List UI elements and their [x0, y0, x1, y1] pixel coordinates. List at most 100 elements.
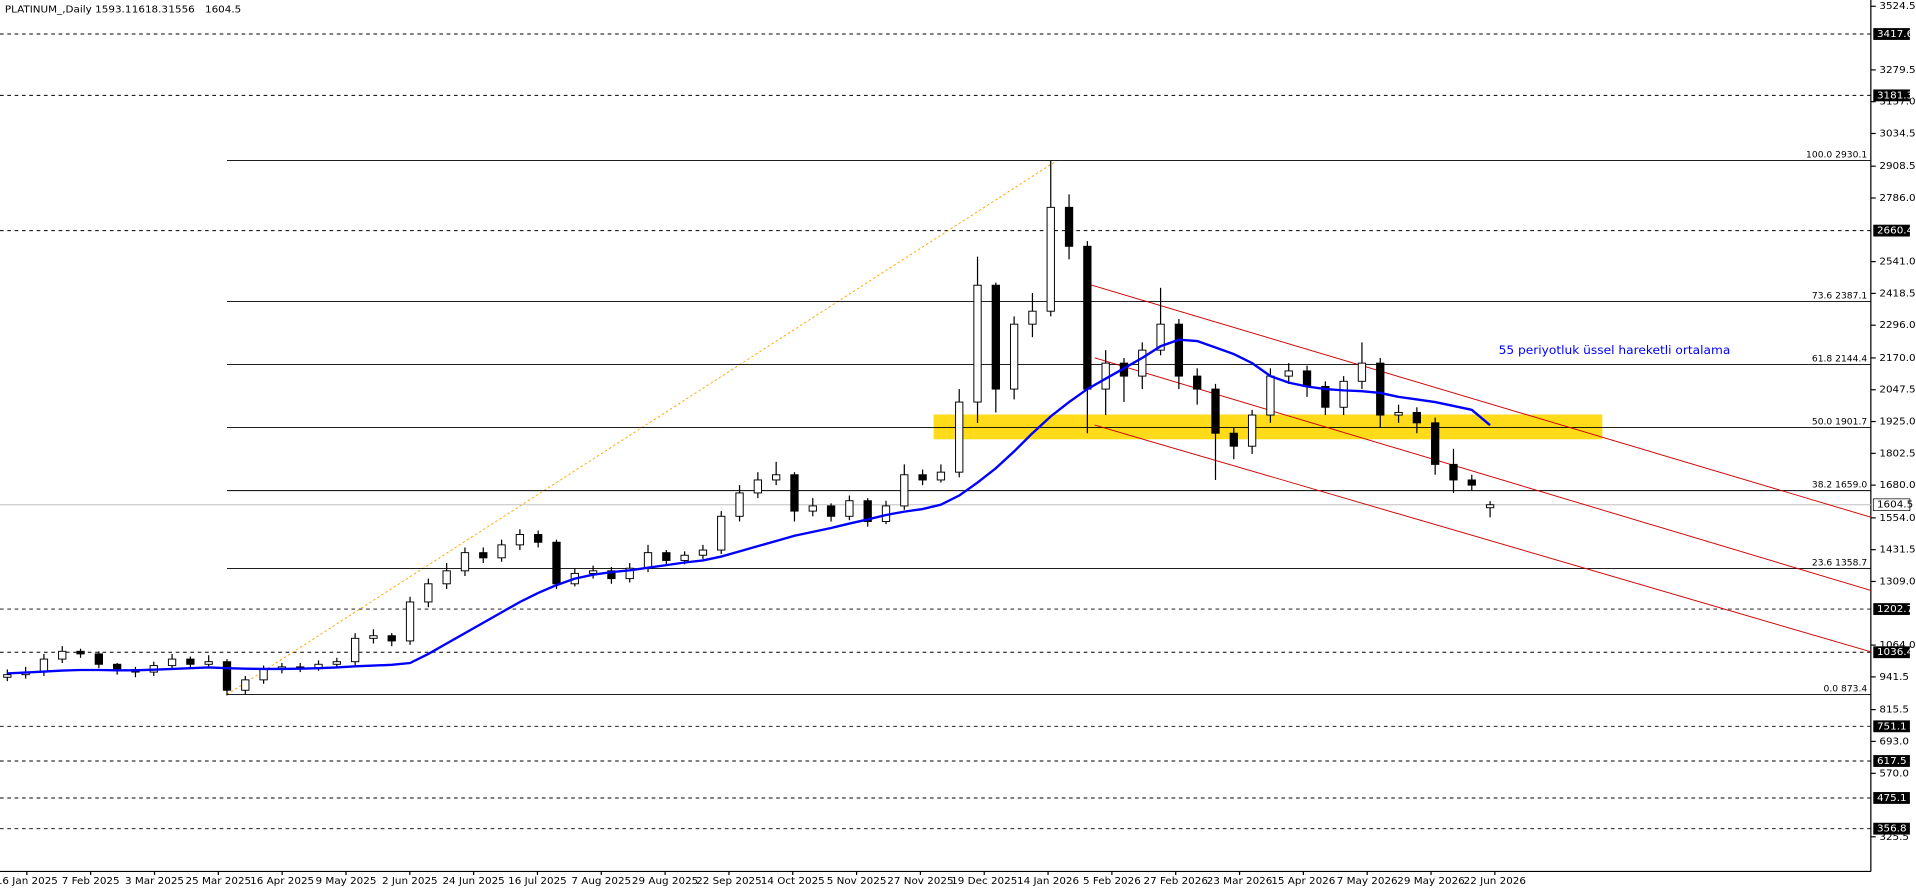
y-tick-label: 2047.5: [1879, 385, 1915, 396]
candle-body: [1028, 310, 1037, 325]
level-label: 1036.4: [1877, 647, 1913, 658]
x-tick-label: 5 Nov 2025: [827, 876, 887, 887]
y-tick-label: 3524.5: [1879, 1, 1915, 12]
x-tick-label: 22 Sep 2025: [696, 876, 762, 887]
y-tick-label: 941.5: [1879, 672, 1909, 683]
y-tick-label: 3279.5: [1879, 65, 1915, 76]
x-tick-label: 15 Apr 2026: [1271, 876, 1335, 887]
y-tick-label: 1802.5: [1879, 448, 1915, 459]
candle-body: [1376, 362, 1385, 416]
x-tick-label: 5 Feb 2026: [1083, 876, 1141, 887]
level-label: 475.1: [1877, 793, 1907, 804]
level-box: [1873, 89, 1910, 102]
candle-body: [167, 658, 177, 667]
x-tick-label: 24 Jun 2025: [442, 876, 504, 887]
candle-body: [936, 471, 946, 481]
y-tick-label: 3034.5: [1879, 129, 1915, 140]
x-tick-label: 14 Oct 2025: [761, 876, 825, 887]
y-tick-label: 1680.0: [1879, 480, 1915, 491]
chart-title: PLATINUM_,Daily: [5, 5, 92, 16]
candle-body: [1284, 370, 1293, 377]
candle-body: [662, 552, 671, 561]
candle-body: [717, 515, 726, 551]
candle-body: [790, 474, 799, 512]
candle-body: [552, 541, 561, 585]
level-label: 617.5: [1877, 756, 1907, 767]
x-tick-label: 23 Mar 2026: [1207, 876, 1273, 887]
candle-body: [1357, 362, 1367, 382]
candle-body: [113, 663, 122, 670]
candle-body: [460, 552, 470, 572]
x-tick-label: 16 Jan 2025: [0, 876, 58, 887]
candle-body: [497, 544, 506, 559]
candle-body: [1266, 375, 1275, 416]
candle-body: [1211, 388, 1220, 434]
candle-body: [826, 505, 836, 517]
level-box: [1873, 646, 1910, 659]
level-box: [1873, 28, 1910, 40]
candle-body: [1229, 432, 1238, 447]
fib-label: 73.6 2387.1: [1812, 291, 1867, 301]
y-tick-label: 570.0: [1879, 768, 1909, 779]
fib-price: 873.4: [1841, 684, 1867, 694]
level-box: [1873, 822, 1910, 835]
y-tick-label: 2541.0: [1879, 257, 1915, 268]
y-tick-label: 2170.0: [1879, 353, 1915, 364]
level-box: [1873, 720, 1910, 733]
y-tick-label: 1554.0: [1879, 513, 1915, 524]
level-label: 3417.6: [1877, 29, 1913, 40]
fib-level: 73.6: [1812, 291, 1833, 301]
candle-body: [1193, 375, 1202, 390]
candle-body: [1156, 323, 1165, 351]
ohlc-open: 1593.1: [95, 5, 131, 16]
candle-body: [991, 284, 1000, 390]
channel-line: [1089, 284, 1871, 518]
candle-body: [625, 567, 634, 580]
candle-body: [1083, 245, 1092, 390]
fib-level: 61.8: [1812, 354, 1833, 364]
candle-body: [863, 500, 872, 522]
candle-body: [698, 549, 708, 556]
fib-label: 23.6 1358.7: [1812, 558, 1867, 568]
candle-body: [643, 552, 653, 569]
x-tick-label: 7 May 2026: [1337, 876, 1398, 887]
candle-body: [808, 505, 817, 512]
candle-body: [1467, 479, 1476, 486]
x-tick-label: 19 Dec 2025: [951, 876, 1017, 887]
y-tick-label: 693.0: [1879, 736, 1909, 747]
level-label: 356.8: [1877, 824, 1907, 835]
support-zone: [933, 414, 1603, 440]
ema-line: [7, 338, 1491, 675]
candle-body: [973, 284, 982, 403]
candle-body: [1247, 414, 1257, 447]
candle-body: [1138, 349, 1147, 377]
y-tick-label: 2296.0: [1879, 320, 1915, 331]
y-tick-label: 1431.5: [1879, 545, 1915, 556]
candle-body: [405, 601, 415, 642]
candle-body: [1449, 463, 1458, 481]
x-tick-label: 29 May 2026: [1397, 876, 1465, 887]
x-tick-label: 3 Mar 2025: [125, 876, 184, 887]
candle-body: [607, 570, 616, 580]
candle-body: [76, 650, 85, 655]
candle-body: [3, 674, 12, 678]
x-tick-label: 25 Mar 2025: [186, 876, 252, 887]
candle-body: [222, 661, 232, 691]
candle-body: [442, 570, 451, 585]
ohlc-low: 1556: [168, 5, 194, 16]
candle-body: [1321, 386, 1330, 408]
fib-price: 2387.1: [1835, 291, 1867, 301]
level-label: 2660.4: [1877, 226, 1913, 237]
candle-body: [772, 474, 781, 481]
candle-body: [1046, 206, 1055, 312]
y-tick-label: 2786.0: [1879, 193, 1915, 204]
level-label: 751.1: [1877, 721, 1907, 732]
candle-body: [241, 679, 250, 691]
candle-body: [332, 661, 341, 665]
x-tick-label: 16 Apr 2025: [250, 876, 314, 887]
x-tick-label: 16 Jul 2025: [508, 876, 567, 887]
y-tick-label: 1064.0: [1879, 640, 1915, 651]
y-tick-label: 2418.5: [1879, 288, 1915, 299]
